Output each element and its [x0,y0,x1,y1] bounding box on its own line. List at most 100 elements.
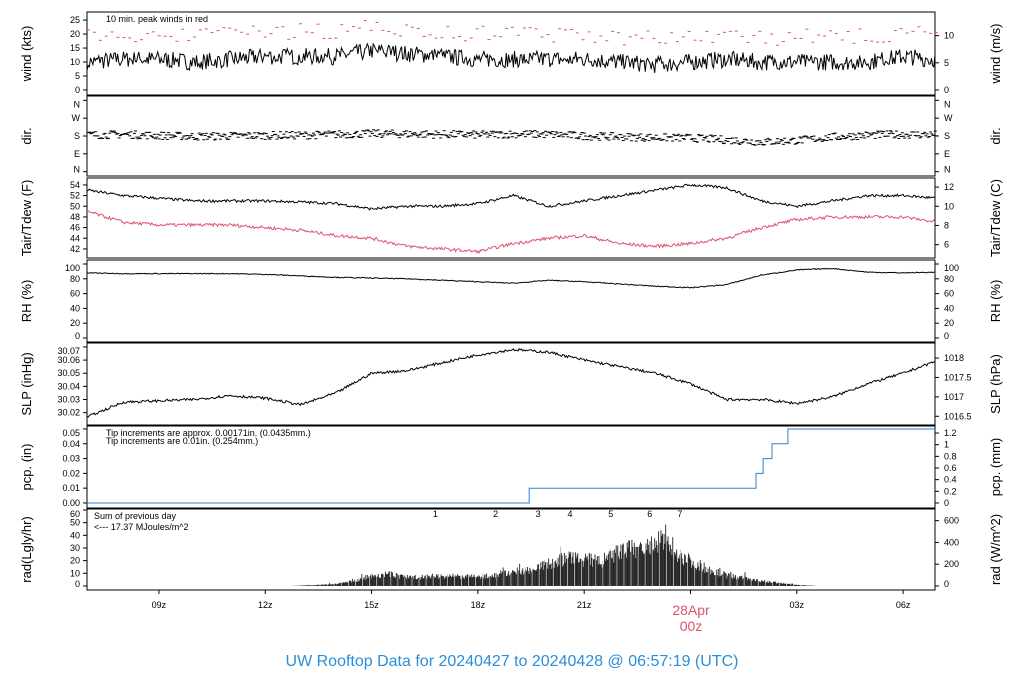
y-axis-label-right: rad (W/m^2) [988,514,1003,585]
precipitation-line [87,428,935,504]
panel-rad: rad(Lgly/hr) rad (W/m^2)01020304050600200… [19,508,1003,591]
x-tick-label: 15z [364,600,379,610]
y-tick-label-right: N [944,99,951,109]
y-axis-label: SLP (inHg) [19,352,34,415]
y-tick-label: 10 [70,568,80,578]
y-tick-label: 0.02 [62,468,80,478]
y-tick-label: N [74,99,81,109]
y-tick-label: 60 [70,509,80,519]
y-tick-label-right: 0 [944,498,949,508]
air-temperature-line [86,183,936,211]
y-tick-label-right: 0 [944,331,949,341]
y-tick-label-right: 12 [944,182,954,192]
y-tick-label: 60 [70,289,80,299]
radiation-marker: 1 [433,509,438,519]
y-tick-label: 30.07 [57,346,80,356]
y-tick-label-right: N [944,165,951,175]
y-tick-label: 0 [75,85,80,95]
y-tick-label-right: 600 [944,516,959,526]
sum-value: <--- 17.37 MJoules/m^2 [94,522,189,532]
y-axis-label-right: Tair/Tdew (C) [988,179,1003,257]
y-tick-label: 0.04 [62,439,80,449]
x-tick-label: 03z [790,600,805,610]
y-tick-label-right: 20 [944,318,954,328]
y-tick-label-right: 1016.5 [944,411,972,421]
y-tick-label: 20 [70,556,80,566]
y-tick-label: 52 [70,191,80,201]
rh-line [86,267,936,289]
date-label: 28Apr [672,602,710,618]
panel-wind: wind (kts) wind (m/s) 0 5 10 15 20 25 0 5 10 10 min… [19,11,1003,96]
radiation-bars [289,524,819,586]
y-tick-label: 50 [70,518,80,528]
y-axis-label-right: RH (%) [988,280,1003,323]
y-tick-label: 15 [70,43,80,53]
y-axis-label: dir. [19,127,34,144]
y-tick-label-right: 0.4 [944,475,957,485]
panel-frame [86,177,936,259]
y-tick-label: 40 [70,303,80,313]
panel-frame [86,508,936,591]
x-axis: 09z 12z 15z 18z 21z 03z 06z [152,590,911,610]
y-tick-label: 25 [70,15,80,25]
y-tick-label: 0.03 [62,454,80,464]
y-tick-label: 30.06 [57,355,80,365]
y-tick-label: 0 [75,331,80,341]
chart-title: UW Rooftop Data for 20240427 to 20240428… [286,653,739,670]
tip-note-red: Tip increments are approx. 0.00171in. (0… [106,428,311,438]
y-tick-label-right: W [944,113,953,123]
x-tick-label: 21z [577,600,592,610]
y-tick-label: 54 [70,180,80,190]
panel-frame [86,95,936,177]
y-axis-label: wind (kts) [19,26,34,83]
panel-frame [86,11,936,96]
wind-annotation: 10 min. peak winds in red [106,14,208,24]
y-axis-label: pcp. (in) [19,444,34,491]
y-tick-label: 30.04 [57,381,80,391]
y-tick-label-right: 100 [944,263,959,273]
y-tick-label-right: 6 [944,240,949,250]
slp-line [86,348,936,418]
panel-dir: dir. dir.N NW WS SE EN N [19,95,1003,177]
y-axis-label-right: dir. [988,127,1003,144]
y-axis-label-right: pcp. (mm) [988,438,1003,497]
y-tick-label: 44 [70,233,80,243]
radiation-marker: 6 [647,509,652,519]
y-tick-label: S [74,131,80,141]
y-tick-label-right: 0.6 [944,463,957,473]
radiation-marker: 3 [536,509,541,519]
y-tick-label-right: 1 [944,440,949,450]
y-tick-label: 40 [70,530,80,540]
y-tick-label-right: 0.2 [944,486,957,496]
y-tick-label: 0.05 [62,428,80,438]
y-tick-label-right: 400 [944,537,959,547]
y-tick-label: 0 [75,579,80,589]
y-tick-label: 48 [70,212,80,222]
y-tick-label-right: 200 [944,559,959,569]
y-tick-label-right: 1018 [944,353,964,363]
y-tick-label: 46 [70,223,80,233]
y-tick-label-right: 40 [944,303,954,313]
radiation-marker: 2 [493,509,498,519]
y-tick-label: 30.05 [57,368,80,378]
y-tick-label-right: 60 [944,289,954,299]
wind-direction-marks [87,129,938,146]
sum-label: Sum of previous day [94,511,177,521]
y-tick-label: N [74,165,81,175]
peak-wind-marks [87,20,938,46]
y-tick-label-right: 0.8 [944,451,957,461]
radiation-marker: 4 [567,509,572,519]
date-time-label: 00z [680,618,703,634]
x-tick-label: 09z [152,600,167,610]
y-tick-label: 5 [75,71,80,81]
panel-temp: Tair/Tdew (F) Tair/Tdew (C) 42444648505254… [19,177,1003,259]
y-tick-label: 20 [70,29,80,39]
y-tick-label-right: 1017 [944,392,964,402]
y-tick-label-right: S [944,131,950,141]
y-tick-label: 30 [70,543,80,553]
panel-frame [86,342,936,426]
dewpoint-line [86,209,936,254]
